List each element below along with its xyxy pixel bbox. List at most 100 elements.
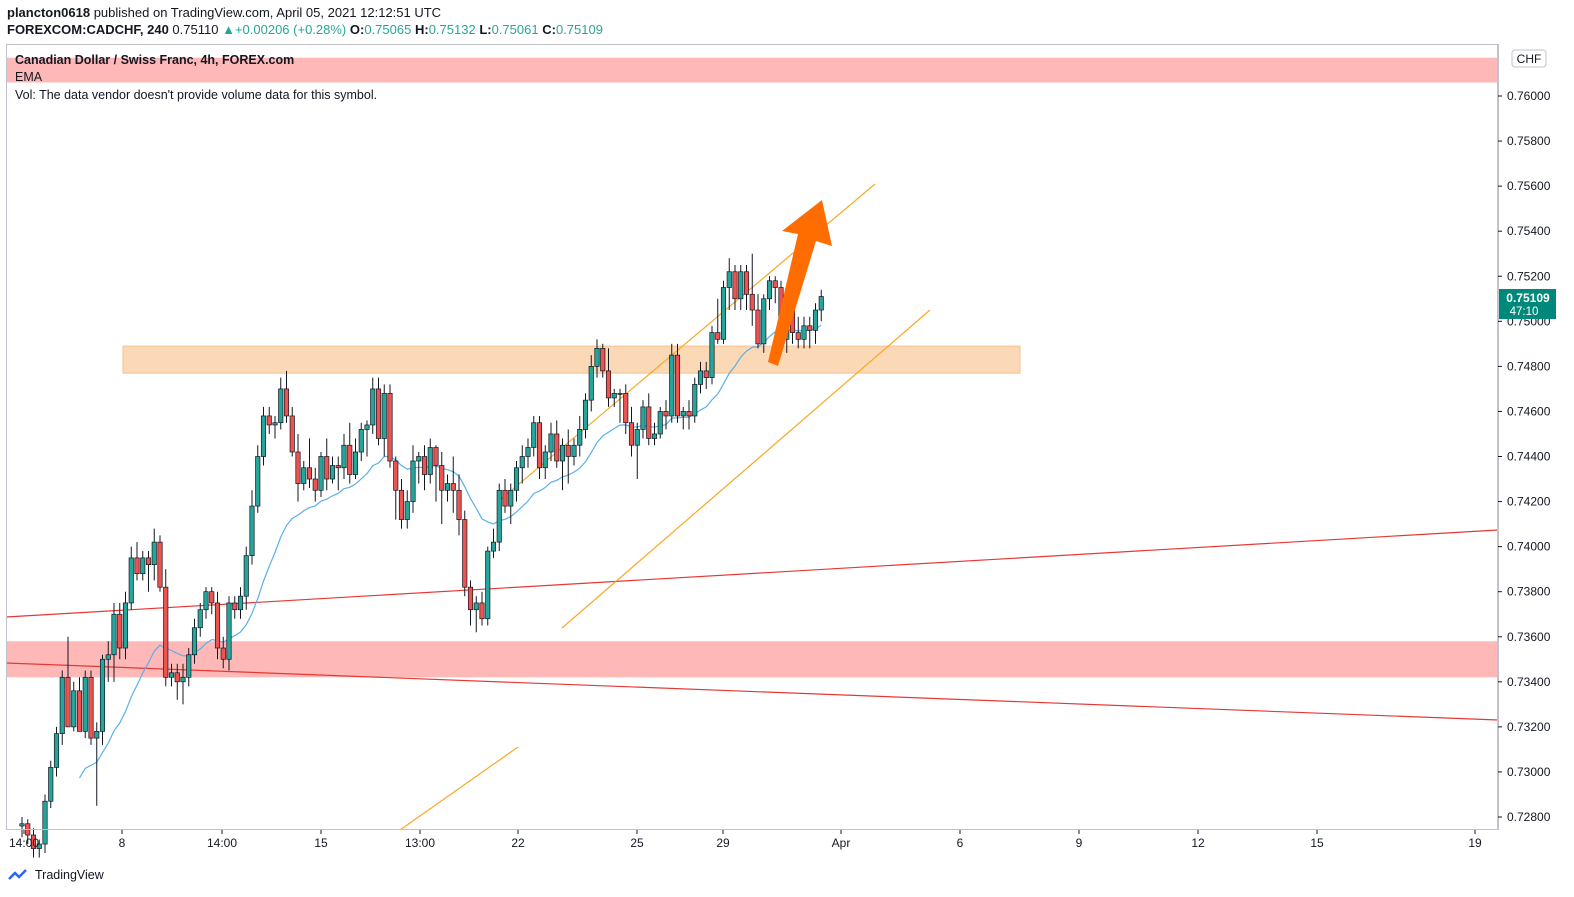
candle xyxy=(617,388,623,423)
candle-body xyxy=(197,609,203,629)
candle xyxy=(312,467,318,502)
candle-body xyxy=(450,483,456,491)
candle xyxy=(807,316,813,349)
candle-body xyxy=(352,451,359,475)
candle xyxy=(398,479,405,529)
candle-body xyxy=(427,447,433,475)
candle-body xyxy=(795,332,801,340)
candle-body xyxy=(502,489,508,507)
candle-body xyxy=(416,456,422,462)
time-tick-label: 9 xyxy=(1076,836,1083,850)
high-value: 0.75132 xyxy=(428,22,476,37)
candle xyxy=(255,445,261,513)
candle-body xyxy=(134,557,140,575)
candle xyxy=(623,384,629,434)
candle-body xyxy=(393,460,399,491)
candle-body xyxy=(226,602,232,660)
candle xyxy=(715,298,721,344)
candle-body xyxy=(283,388,290,417)
candle-body xyxy=(605,370,612,399)
candle-body xyxy=(669,354,675,417)
price-tick-label: 0.74600 xyxy=(1507,404,1551,418)
candle-body xyxy=(30,834,37,849)
candle xyxy=(364,420,370,457)
candle xyxy=(801,316,807,349)
candle-body xyxy=(295,451,301,484)
candle-body xyxy=(542,451,548,469)
candle xyxy=(427,438,433,484)
candle xyxy=(220,636,226,669)
candle xyxy=(209,587,215,615)
candle-body xyxy=(71,690,77,728)
price-tick-label: 0.73400 xyxy=(1507,675,1551,689)
zones-layer xyxy=(7,57,1497,678)
time-tick-label: 22 xyxy=(511,836,525,850)
candle xyxy=(94,722,100,806)
legend-title: Canadian Dollar / Swiss Franc, 4h, FOREX… xyxy=(15,53,295,67)
candle-body xyxy=(140,557,146,575)
open-value: 0.75065 xyxy=(364,22,412,37)
candle-body xyxy=(628,422,635,446)
price-tick-label: 0.76000 xyxy=(1507,89,1551,103)
candle-body xyxy=(19,823,25,827)
candle xyxy=(237,587,244,619)
open-label: O: xyxy=(349,22,365,37)
candle xyxy=(186,648,192,687)
candle-body xyxy=(324,456,330,480)
zone-top-resistance xyxy=(7,57,1497,83)
candle xyxy=(410,445,416,513)
candle-body xyxy=(680,411,686,417)
candle xyxy=(197,602,203,637)
candle xyxy=(818,289,824,322)
candle xyxy=(456,474,462,536)
last-price: 0.75110 xyxy=(172,22,219,37)
candle-body xyxy=(65,676,71,728)
candle-body xyxy=(490,541,497,552)
candle xyxy=(266,406,272,434)
candle xyxy=(433,445,439,502)
candle-body xyxy=(761,298,767,345)
candle-body xyxy=(531,422,537,448)
candle-body xyxy=(554,433,560,462)
candle-body xyxy=(335,465,341,469)
candles-layer xyxy=(19,253,824,858)
candle-body xyxy=(220,647,226,660)
publish-info: plancton0618 published on TradingView.co… xyxy=(7,5,441,20)
tradingview-footer[interactable]: TradingView xyxy=(8,868,104,882)
candle xyxy=(479,591,485,626)
candle xyxy=(278,377,284,430)
candle-body xyxy=(174,672,180,683)
legend-ema[interactable]: EMA xyxy=(15,70,43,84)
candle xyxy=(145,551,152,592)
candle xyxy=(605,348,612,407)
current-price-text: 0.75109 xyxy=(1506,291,1550,305)
candle-body xyxy=(433,447,439,466)
candle-body xyxy=(720,287,727,340)
candle xyxy=(577,415,583,457)
price-tick-label: 0.73600 xyxy=(1507,630,1551,644)
candle-body xyxy=(301,467,307,484)
price-tick-label: 0.75800 xyxy=(1507,134,1551,148)
price-axis: 0.72800 0.73000 0.73200 0.73400 0.73600 0.738… xyxy=(1498,89,1551,824)
candle-body xyxy=(663,411,669,417)
candle xyxy=(151,528,157,581)
candle xyxy=(347,422,353,484)
candle-body xyxy=(111,613,117,656)
candle-body xyxy=(651,433,658,439)
channel-lower-line xyxy=(561,309,931,629)
candle xyxy=(65,636,71,728)
candle-body xyxy=(726,271,732,288)
countdown-text: 47:10 xyxy=(1510,306,1539,318)
low-label: L: xyxy=(479,22,492,37)
publisher-name[interactable]: plancton0618 xyxy=(7,5,91,20)
close-value: 0.75109 xyxy=(555,22,603,37)
candle-body xyxy=(318,456,324,491)
candle-body xyxy=(163,586,169,678)
time-tick-label: 29 xyxy=(716,836,730,850)
candle xyxy=(226,596,232,671)
candle-body xyxy=(329,465,336,480)
candle-body xyxy=(151,541,157,566)
candle-body xyxy=(456,489,462,520)
zone-support xyxy=(7,641,1497,678)
